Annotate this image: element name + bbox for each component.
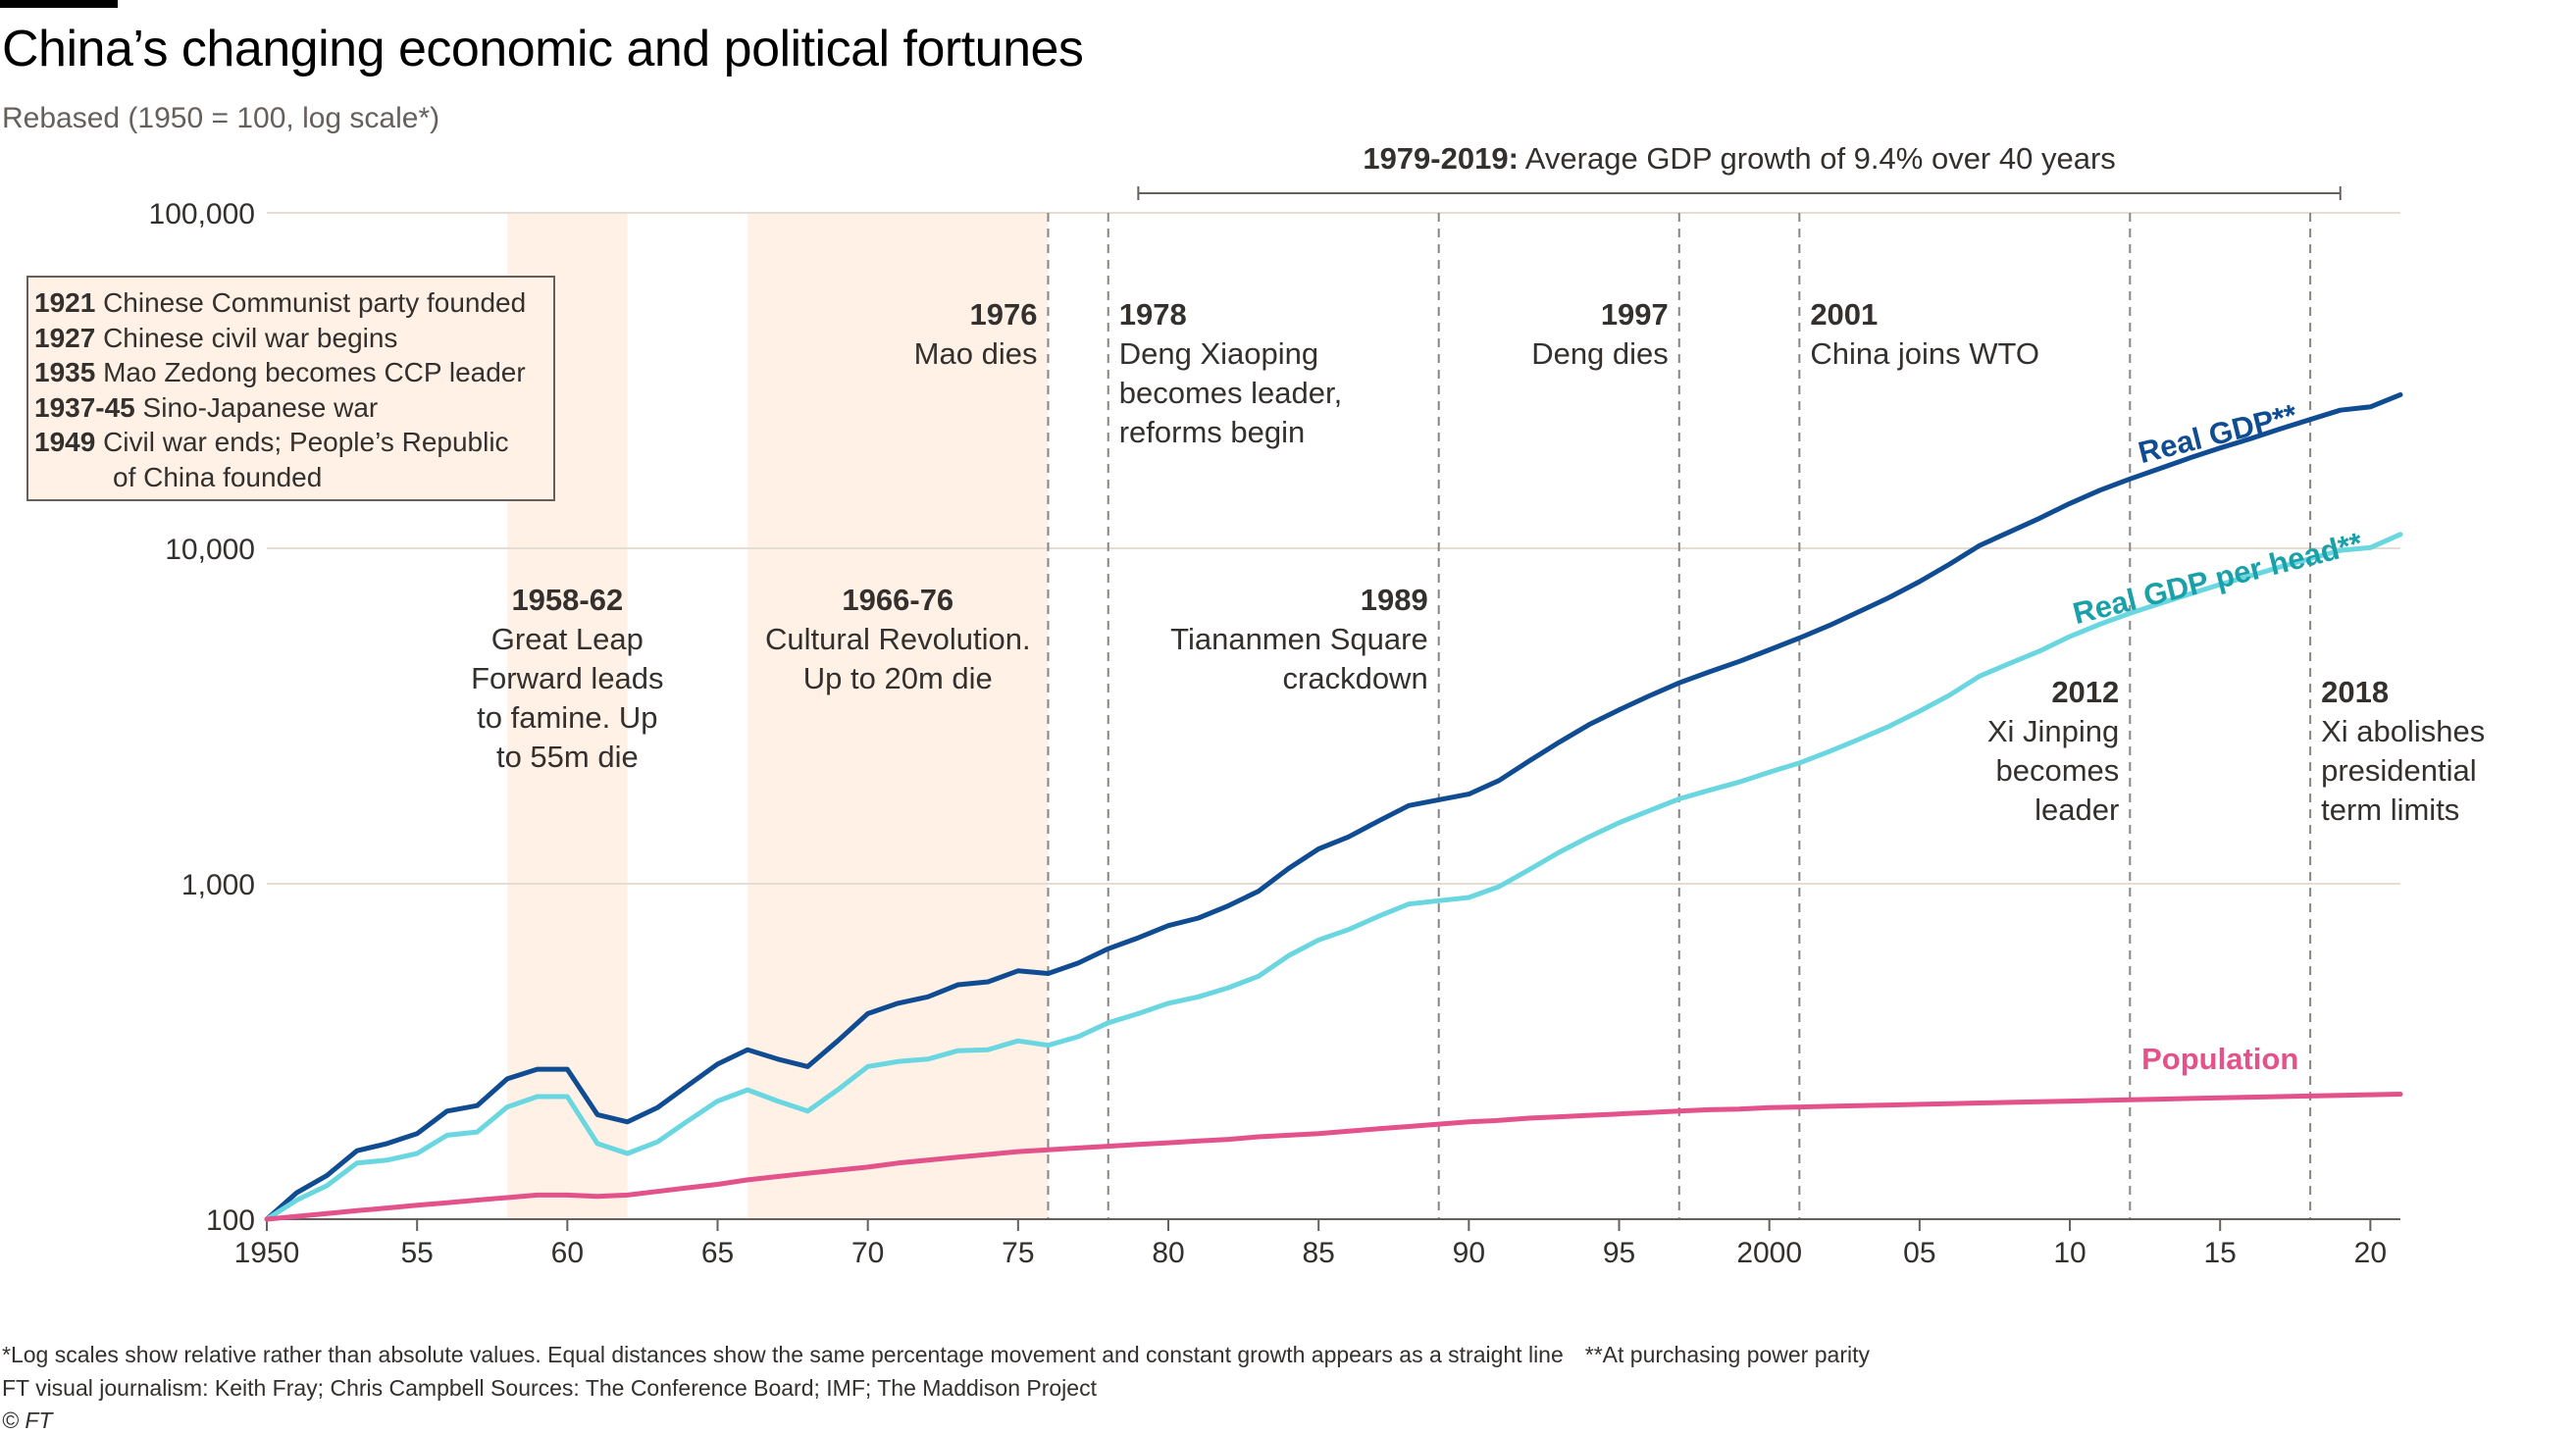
chart-title: China’s changing economic and political …: [2, 21, 1084, 77]
x-tick-label-1985: 85: [1302, 1237, 1334, 1269]
event-year-1989: 1989: [1361, 583, 1428, 617]
key-event-1949-continued: of China founded: [113, 461, 323, 492]
event-year-2018: 2018: [2321, 675, 2389, 709]
x-tick-label-1970: 70: [851, 1237, 884, 1269]
event-year-1978: 1978: [1119, 297, 1187, 332]
event-text-1978-1: becomes leader,: [1119, 376, 1342, 410]
footnote-credits: FT visual journalism: Keith Fray; Chris …: [2, 1375, 1097, 1401]
period-text-1958-62-1: Forward leads: [471, 661, 663, 695]
key-event-1921: 1921 Chinese Communist party founded: [34, 287, 527, 318]
key-event-1927: 1927 Chinese civil war begins: [34, 322, 398, 353]
chart-subtitle: Rebased (1950 = 100, log scale*): [2, 102, 440, 134]
event-text-1978-2: reforms begin: [1119, 415, 1306, 449]
event-text-1976-0: Mao dies: [914, 336, 1038, 371]
event-text-2012-0: Xi Jinping: [1987, 714, 2119, 748]
x-tick-label-1965: 65: [701, 1237, 734, 1269]
y-tick-label-100000: 100,000: [149, 198, 255, 230]
ppp-note: **At purchasing power parity: [1584, 1342, 1870, 1367]
x-tick-label-1990: 90: [1453, 1237, 1485, 1269]
series-line-gdp_per_head: [264, 532, 2403, 1222]
x-tick-label-2015: 15: [2204, 1237, 2237, 1269]
x-tick-label-1975: 75: [1002, 1237, 1034, 1269]
event-text-1989-0: Tiananmen Square: [1170, 622, 1428, 656]
x-tick-label-2020: 20: [2354, 1237, 2387, 1269]
event-year-1976: 1976: [970, 297, 1038, 332]
period-year-1966-76: 1966-76: [842, 583, 953, 617]
event-text-2018-0: Xi abolishes: [2321, 714, 2485, 748]
footnote-copyright: © FT: [2, 1408, 53, 1433]
x-tick-label-1995: 95: [1603, 1237, 1635, 1269]
event-text-1989-1: crackdown: [1283, 661, 1428, 695]
key-event-1935: 1935 Mao Zedong becomes CCP leader: [34, 357, 526, 387]
series-line-gdp: [264, 391, 2403, 1222]
series-label-population: Population: [2141, 1042, 2298, 1076]
x-tick-label-1980: 80: [1152, 1237, 1184, 1269]
key-event-1937-45: 1937-45 Sino-Japanese war: [34, 391, 379, 423]
period-text-1958-62-2: to famine. Up: [477, 700, 657, 735]
series-label-gdp: Real GDP**: [2135, 397, 2301, 470]
y-tick-label-10000: 10,000: [165, 534, 255, 566]
x-tick-label-1955: 55: [400, 1237, 433, 1269]
event-text-2012-2: leader: [2035, 793, 2119, 827]
period-text-1958-62-0: Great Leap: [491, 622, 644, 656]
series-label-gdp_per_head: Real GDP per head**: [2070, 526, 2367, 631]
event-text-1978-0: Deng Xiaoping: [1119, 336, 1318, 371]
x-tick-label-1950: 1950: [234, 1237, 300, 1269]
event-year-1997: 1997: [1601, 297, 1669, 332]
y-tick-label-1000: 1,000: [181, 869, 255, 901]
series-line-population: [264, 1092, 2403, 1222]
footnote-notes: *Log scales show relative rather than ab…: [2, 1342, 1870, 1368]
x-tick-label-2005: 05: [1903, 1237, 1935, 1269]
key-events-box: 1921 Chinese Communist party founded 192…: [26, 276, 555, 501]
event-text-2018-1: presidential: [2321, 753, 2477, 788]
key-event-1949: 1949 Civil war ends; People’s Republic: [34, 427, 509, 457]
period-year-1958-62: 1958-62: [511, 583, 623, 617]
x-tick-label-2010: 10: [2053, 1237, 2086, 1269]
log-scale-note: *Log scales show relative rather than ab…: [2, 1342, 1564, 1367]
period-text-1958-62-3: to 55m die: [496, 740, 639, 774]
event-text-2001-0: China joins WTO: [1810, 336, 2039, 371]
x-tick-label-2000: 2000: [1736, 1237, 1802, 1269]
x-tick-label-1960: 60: [551, 1237, 584, 1269]
shaded-period-1966-76: [747, 213, 1049, 1219]
event-year-2012: 2012: [2051, 675, 2119, 709]
period-text-1966-76-0: Cultural Revolution.: [765, 622, 1031, 656]
event-text-2018-2: term limits: [2321, 793, 2459, 827]
period-text-1966-76-1: Up to 20m die: [803, 661, 993, 695]
growth-annotation-text: Average GDP growth of 9.4% over 40 years: [1519, 141, 2116, 176]
ft-top-bar: [0, 0, 118, 8]
growth-annotation: 1979-2019: Average GDP growth of 9.4% ov…: [1363, 141, 2115, 176]
event-year-2001: 2001: [1810, 297, 1878, 332]
event-text-1997-0: Deng dies: [1531, 336, 1669, 371]
growth-annotation-period: 1979-2019:: [1363, 141, 1519, 176]
y-tick-label-100: 100: [206, 1204, 255, 1237]
event-text-2012-1: becomes: [1995, 753, 2119, 788]
